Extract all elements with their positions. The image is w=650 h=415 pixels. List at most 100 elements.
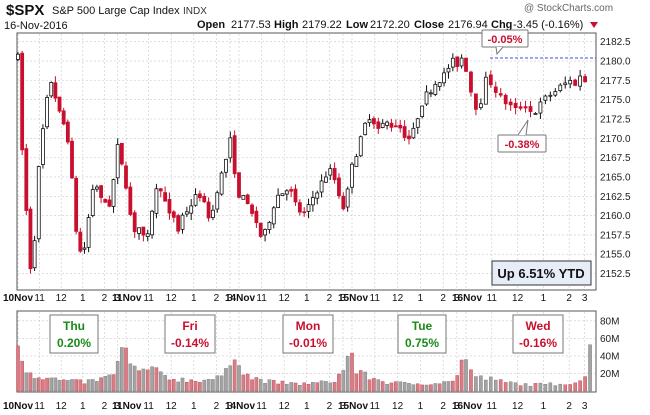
candle-body [154, 188, 159, 214]
x-tick-label: 3 [115, 401, 121, 412]
candle-body [180, 214, 185, 230]
x-tick-label: 11Nov [112, 293, 142, 304]
candle-body [141, 226, 146, 236]
x-tick-label: 2 [327, 401, 333, 412]
candle-body [189, 205, 194, 214]
volume-bar [137, 370, 141, 392]
x-tick-label: 12 [56, 293, 68, 304]
volume-bar [429, 384, 433, 392]
day-name-fri: Fri [182, 319, 197, 333]
volume-bar [578, 380, 582, 392]
volume-bar [57, 379, 62, 392]
candle-body [389, 122, 394, 128]
volume-bar [78, 379, 83, 392]
candle-body [407, 135, 411, 140]
candle-body [276, 194, 281, 208]
candle-body [306, 204, 311, 212]
candle-body [446, 67, 451, 73]
volume-bar [332, 382, 337, 392]
volume-bar [464, 359, 468, 392]
volume-bar [211, 379, 215, 392]
ytd-badge: Up 6.51% YTD [491, 260, 592, 286]
candle-body [503, 94, 508, 105]
price-panel-frame [16, 32, 597, 291]
candle-body [263, 229, 267, 236]
callout-top-box [481, 29, 529, 48]
day-pct-tue: 0.75% [405, 336, 439, 350]
volume-bar [543, 383, 548, 392]
candle-body [284, 190, 289, 195]
price-tick-label: 2152.5 [600, 269, 631, 280]
candle-body [354, 156, 359, 167]
volume-bar [289, 382, 293, 392]
candle-body [543, 95, 548, 101]
candle-body [411, 127, 416, 139]
volume-bar [489, 376, 493, 392]
x-tick-label: 3 [340, 401, 346, 412]
candle-body [82, 247, 87, 250]
candle-body [583, 76, 587, 83]
candle-body [437, 82, 442, 87]
candle-body [49, 82, 54, 97]
x-tick-label: 12 [279, 401, 291, 412]
volume-bar [402, 382, 407, 392]
price-tick-label: 2165.0 [600, 172, 631, 183]
volume-bar [128, 363, 133, 392]
candle-body [528, 106, 533, 112]
candle-body [433, 84, 438, 95]
candle-body [137, 227, 141, 234]
volume-bar [167, 379, 172, 392]
volume-bar [424, 384, 429, 392]
candle-body [563, 82, 568, 86]
volume-bar [280, 380, 285, 392]
volume-bar [446, 381, 451, 392]
candle-body [115, 144, 120, 179]
candle-body [398, 124, 403, 129]
candle-body [224, 158, 228, 173]
volume-bar [90, 379, 95, 392]
candle-body [573, 79, 578, 86]
x-tick-label: 2 [566, 293, 572, 304]
volume-bar [185, 382, 189, 392]
volume-bar [498, 379, 503, 392]
candle-body [202, 195, 207, 203]
volume-bar [263, 383, 267, 392]
price-tick-label: 2162.5 [600, 192, 631, 203]
volume-bar [124, 347, 128, 392]
candle-body [478, 103, 483, 109]
x-tick-label: 2 [440, 401, 446, 412]
x-tick-label: 1 [541, 293, 547, 304]
volume-bar [99, 377, 103, 392]
candle-body [176, 215, 181, 232]
watermark: @ StockCharts.com [524, 3, 613, 14]
x-tick-label: 12 [392, 401, 404, 412]
candle-body [429, 92, 433, 95]
x-tick-label: 1 [191, 401, 197, 412]
candle-body [538, 101, 543, 114]
volume-bar [518, 385, 523, 392]
candle-body [124, 165, 128, 189]
volume-bar [267, 379, 272, 392]
volume-bar [508, 381, 513, 392]
volume-bar [45, 377, 49, 392]
volume-bar [202, 379, 207, 392]
volume-bar [319, 380, 324, 392]
day-box-wed-frame [512, 314, 564, 354]
callout-bottom-pointer [517, 119, 529, 136]
candle-body [211, 209, 215, 219]
day-pct-mon: -0.01% [289, 336, 327, 350]
x-tick-label: 1 [304, 293, 310, 304]
candle-body [442, 72, 446, 84]
volume-bar [107, 374, 112, 392]
candle-body [498, 93, 503, 96]
ytd-badge-box [491, 260, 592, 286]
x-tick-label: 10Nov [3, 401, 33, 412]
candle-body [41, 128, 45, 165]
volume-bar [120, 347, 124, 392]
symbol: $SPX [6, 2, 44, 19]
candle-body [553, 91, 558, 96]
price-tick-label: 2160.0 [600, 211, 631, 222]
candle-body [493, 86, 498, 93]
x-tick-label: 11 [143, 293, 154, 304]
volume-bar [276, 383, 280, 392]
